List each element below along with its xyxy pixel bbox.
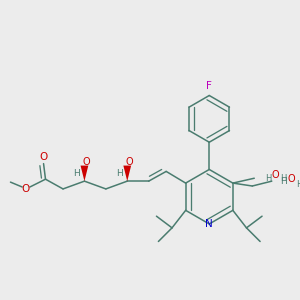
Text: H: H [296,180,300,189]
Polygon shape [123,166,131,181]
Text: O: O [21,184,29,194]
Text: F: F [206,81,212,91]
Text: O: O [125,157,133,167]
Text: H: H [280,174,287,183]
Text: O: O [272,170,280,180]
Text: H: H [73,169,80,178]
Text: N: N [206,219,213,229]
Text: H: H [265,174,271,183]
Text: H: H [280,177,287,186]
Text: O: O [82,157,90,167]
Polygon shape [80,166,88,181]
Text: H: H [116,169,123,178]
Text: O: O [287,174,295,184]
Text: O: O [39,152,48,162]
